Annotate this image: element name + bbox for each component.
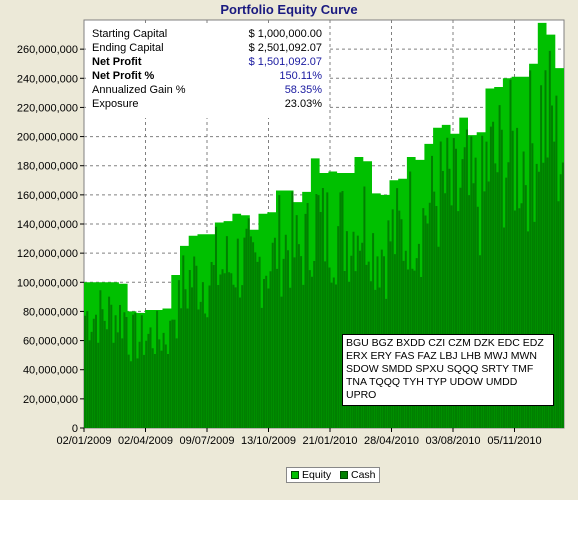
- x-tick-label: 28/04/2010: [364, 435, 419, 447]
- x-axis: 02/01/2009 02/04/2009 09/07/2009 13/10/2009…: [56, 428, 542, 447]
- y-tick-label: 0: [72, 423, 78, 435]
- y-axis: 0 20,000,000 40,000,000 60,000,000 80,000,00…: [17, 44, 84, 435]
- y-tick-label: 180,000,000: [17, 161, 78, 173]
- legend-swatch-cash: [340, 471, 348, 479]
- x-tick-label: 09/07/2009: [179, 435, 234, 447]
- y-tick-label: 260,000,000: [17, 44, 78, 56]
- y-tick-label: 240,000,000: [17, 73, 78, 85]
- legend-label-cash: Cash: [351, 469, 376, 481]
- stat-exposure: Exposure 23.03%: [92, 98, 322, 112]
- stat-label: Net Profit %: [92, 70, 155, 82]
- stat-value: 23.03%: [284, 98, 322, 110]
- stat-annualized-gain: Annualized Gain % 58.35%: [92, 84, 322, 98]
- stat-label: Annualized Gain %: [92, 84, 186, 96]
- footer-area: [0, 500, 578, 533]
- y-tick-label: 200,000,000: [17, 132, 78, 144]
- stat-ending-capital: Ending Capital $ 2,501,092.07: [92, 42, 322, 56]
- legend-label-equity: Equity: [302, 469, 332, 481]
- x-tick-label: 05/11/2010: [487, 435, 541, 447]
- stat-label: Net Profit: [92, 56, 142, 68]
- x-tick-label: 13/10/2009: [241, 435, 296, 447]
- stat-starting-capital: Starting Capital $ 1,000,000.00: [92, 28, 322, 42]
- stats-panel: Starting Capital $ 1,000,000.00 Ending C…: [86, 26, 328, 118]
- y-tick-label: 60,000,000: [23, 336, 78, 348]
- x-tick-label: 03/08/2010: [425, 435, 480, 447]
- y-tick-label: 120,000,000: [17, 248, 78, 260]
- x-tick-label: 02/04/2009: [118, 435, 173, 447]
- legend-swatch-equity: [291, 471, 299, 479]
- chart-legend: Equity Cash: [286, 467, 380, 483]
- chart-title: Portfolio Equity Curve: [220, 2, 358, 17]
- stat-net-profit: Net Profit $ 1,501,092.07: [92, 56, 322, 70]
- stat-label: Exposure: [92, 98, 139, 110]
- stat-label: Ending Capital: [92, 42, 164, 54]
- y-tick-label: 140,000,000: [17, 219, 78, 231]
- stat-net-profit-percent: Net Profit % 150.11%: [92, 70, 322, 84]
- stat-value: $ 1,000,000.00: [248, 28, 322, 40]
- y-tick-label: 40,000,000: [23, 365, 78, 377]
- y-tick-label: 160,000,000: [17, 190, 78, 202]
- stat-value: 58.35%: [284, 84, 322, 96]
- y-tick-label: 20,000,000: [23, 394, 78, 406]
- symbols-list: BGU BGZ BXDD CZI CZM DZK EDC EDZ ERX ERY…: [342, 334, 554, 406]
- stat-label: Starting Capital: [92, 28, 168, 40]
- stat-value: $ 1,501,092.07: [248, 56, 322, 68]
- y-tick-label: 220,000,000: [17, 102, 78, 114]
- x-tick-label: 02/01/2009: [56, 435, 111, 447]
- equity-area: [84, 22, 564, 429]
- x-tick-label: 21/01/2010: [302, 435, 357, 447]
- y-tick-label: 80,000,000: [23, 306, 78, 318]
- stat-value: $ 2,501,092.07: [248, 42, 322, 54]
- equity-area-shape: [84, 22, 564, 429]
- y-tick-label: 100,000,000: [17, 277, 78, 289]
- stat-value: 150.11%: [279, 70, 322, 82]
